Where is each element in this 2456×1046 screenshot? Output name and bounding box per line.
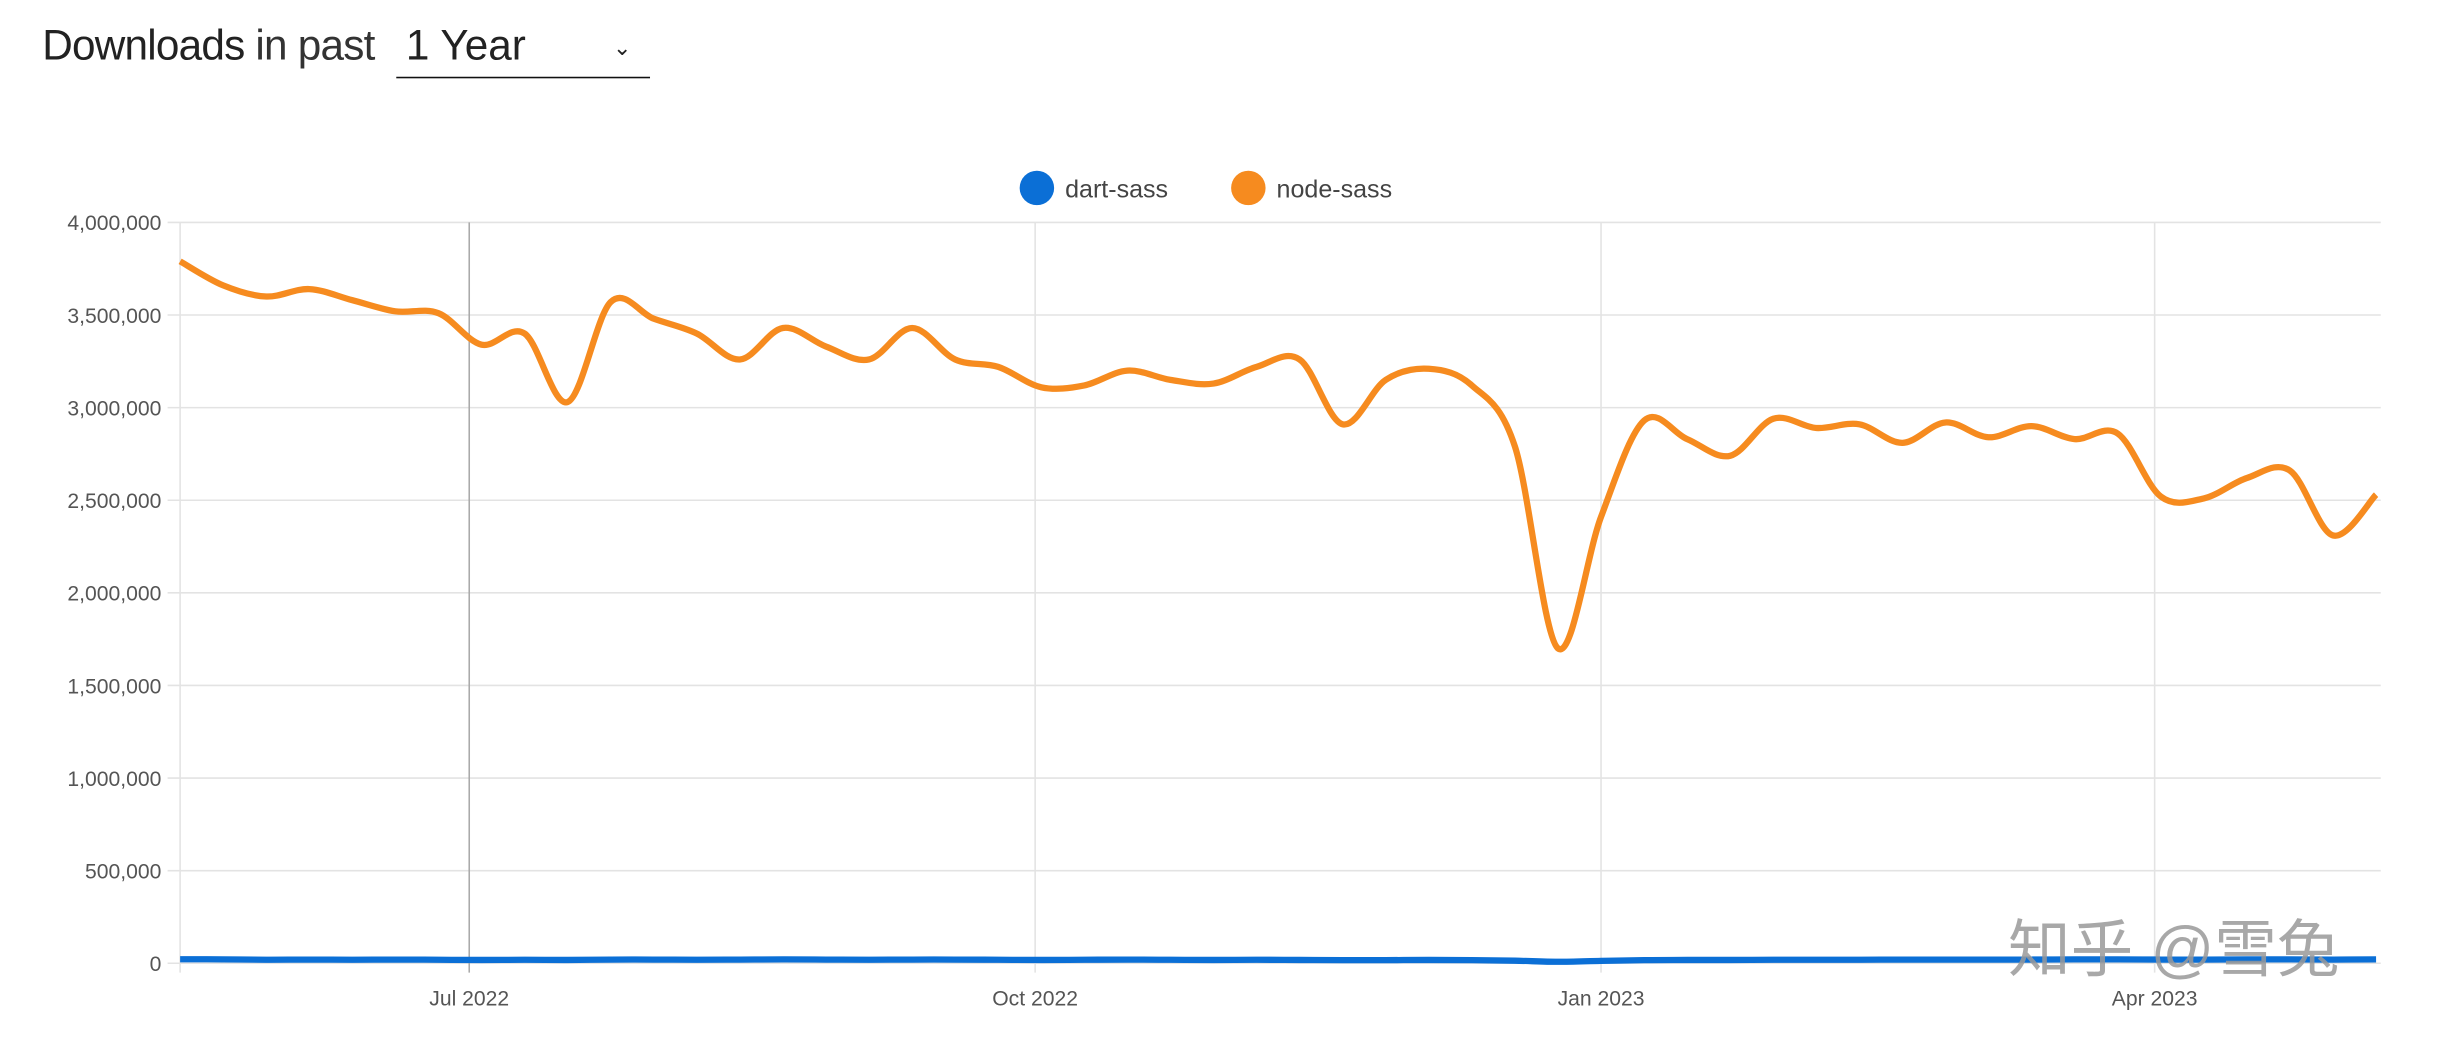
y-tick-label: 1,000,000 bbox=[67, 768, 161, 791]
chevron-down-icon: ⌄ bbox=[613, 34, 632, 60]
y-tick-label: 500,000 bbox=[85, 860, 161, 883]
legend-swatch-icon bbox=[1019, 170, 1055, 206]
title-light: in past bbox=[255, 21, 375, 69]
legend-swatch-icon bbox=[1231, 170, 1266, 206]
y-tick-label: 2,500,000 bbox=[67, 490, 161, 513]
title-bold: Downloads bbox=[42, 21, 245, 69]
y-tick-label: 3,500,000 bbox=[67, 305, 161, 328]
y-tick-label: 3,000,000 bbox=[67, 397, 161, 420]
y-tick-label: 4,000,000 bbox=[67, 212, 161, 235]
y-tick-label: 1,500,000 bbox=[67, 675, 161, 698]
x-tick-label: Jul 2022 bbox=[429, 988, 509, 1011]
range-select-value: 1 Year bbox=[405, 21, 526, 69]
legend-item-node-sass[interactable]: node-sass bbox=[1231, 170, 1393, 206]
header: Downloads in past 1 Year ⌄ bbox=[42, 21, 651, 79]
x-tick-label: Apr 2023 bbox=[2112, 988, 2198, 1011]
watermark: 知乎 @雪兔 bbox=[2008, 915, 2340, 985]
series-line-dart-sass bbox=[180, 956, 2377, 965]
legend-label: dart-sass bbox=[1065, 175, 1168, 203]
x-tick-label: Oct 2022 bbox=[992, 988, 1078, 1011]
series-line-node-sass bbox=[178, 258, 2379, 653]
range-select[interactable]: 1 Year ⌄ bbox=[396, 21, 651, 79]
y-tick-label: 2,000,000 bbox=[67, 583, 161, 606]
legend-item-dart-sass[interactable]: dart-sass bbox=[1019, 170, 1168, 206]
x-tick-label: Jan 2023 bbox=[1558, 988, 1645, 1011]
y-tick-label: 0 bbox=[150, 953, 162, 976]
legend-label: node-sass bbox=[1277, 175, 1393, 203]
